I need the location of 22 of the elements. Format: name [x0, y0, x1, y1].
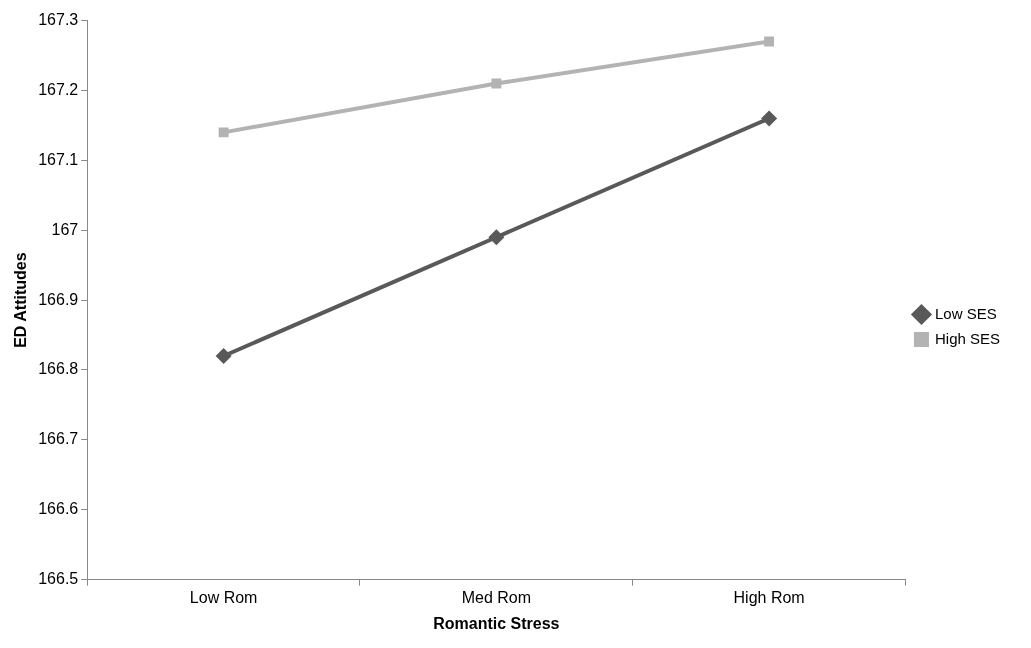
y-tick-label: 167.1 [38, 150, 79, 168]
point [488, 229, 505, 246]
point [491, 78, 502, 89]
y-axis-title: ED Attitudes [12, 252, 30, 348]
point [218, 127, 229, 138]
point [764, 36, 775, 47]
y-tick-label: 166.5 [38, 570, 79, 588]
y-tick-label: 167 [51, 220, 79, 238]
y-tick-label: 166.8 [38, 360, 79, 378]
y-tick-label: 167.3 [38, 11, 79, 29]
x-axis-title: Romantic Stress [433, 614, 560, 632]
y-tick-label: 166.7 [38, 430, 79, 448]
y-tick-label: 166.6 [38, 500, 79, 518]
point [761, 110, 778, 127]
y-tick-label: 166.9 [38, 290, 79, 308]
legend-label: High SES [934, 329, 1001, 347]
y-tick-label: 167.2 [38, 80, 79, 98]
x-tick-label: Med Rom [461, 588, 532, 606]
x-tick-label: Low Rom [189, 588, 258, 606]
legend-label: Low SES [934, 304, 997, 322]
point [215, 348, 232, 364]
x-tick-label: High Rom [733, 588, 805, 606]
